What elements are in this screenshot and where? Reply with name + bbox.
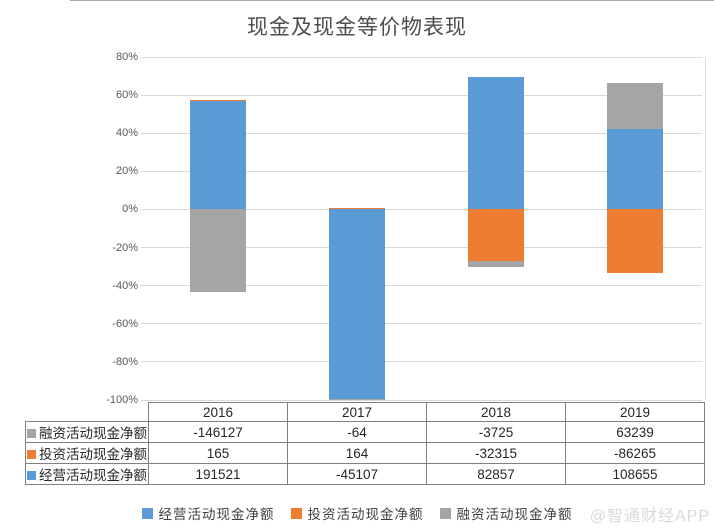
- bar-segment-operating-2017: [328, 209, 385, 400]
- table-year-header: 2016: [148, 402, 288, 422]
- bar-segment-investing-2017: [328, 208, 385, 210]
- y-tick-label: -60%: [112, 317, 138, 330]
- legend-item-operating: 经营活动现金净额: [141, 503, 275, 523]
- chart-title: 现金及现金等价物表现: [247, 16, 467, 39]
- bar-segment-operating-2019: [606, 129, 663, 210]
- table-value-cell: 164: [287, 442, 427, 464]
- gridline: [141, 132, 702, 134]
- bar-segment-financing-2016: [189, 209, 246, 292]
- gridline: [141, 208, 702, 210]
- legend-swatch-financing-icon: [439, 507, 451, 519]
- bar-segment-investing-2018: [467, 209, 524, 262]
- y-tick-label: 60%: [115, 89, 138, 102]
- gridline: [141, 247, 702, 249]
- table-row-label: 投资活动现金净额: [25, 442, 149, 464]
- y-tick-label: -100%: [106, 394, 138, 406]
- legend: 经营活动现金净额 投资活动现金净额 融资活动现金净额: [0, 503, 714, 523]
- bar-segment-financing-2017: [328, 399, 385, 401]
- gridline: [141, 285, 702, 287]
- table-row-label: 融资活动现金净额: [25, 421, 149, 443]
- y-tick-label: -40%: [112, 279, 138, 292]
- data-table: 2016 2017 2018 2019 融资活动现金净额 -146127 -64 -3725 6…: [25, 402, 705, 485]
- table-value-cell: -3725: [426, 421, 566, 443]
- y-tick-label: -80%: [112, 355, 138, 368]
- y-tick-label: 80%: [115, 51, 138, 63]
- top-border-line: [70, 0, 714, 1]
- table-year-header: 2019: [565, 402, 705, 422]
- bar-segment-operating-2016: [189, 101, 246, 210]
- bar-segment-investing-2019: [606, 209, 663, 274]
- row-swatch-financing-icon: [27, 428, 36, 438]
- table-row: 投资活动现金净额 165 164 -32315 -86265: [25, 442, 705, 464]
- gridline: [141, 56, 702, 58]
- table-row: 融资活动现金净额 -146127 -64 -3725 63239: [25, 421, 705, 443]
- bar-segment-financing-2019: [606, 82, 663, 130]
- table-header-row: 2016 2017 2018 2019: [26, 402, 705, 422]
- bar-segment-operating-2018: [467, 76, 524, 210]
- y-tick-label: -20%: [112, 241, 138, 254]
- gridline: [141, 399, 702, 401]
- legend-item-financing: 融资活动现金净额: [439, 503, 573, 523]
- gridline: [141, 94, 702, 96]
- table-value-cell: 63239: [565, 421, 705, 443]
- table-year-header: 2017: [287, 402, 427, 422]
- y-tick-label: 0%: [122, 203, 138, 216]
- table-row: 经营活动现金净额 191521 -45107 82857 108655: [25, 463, 705, 485]
- plot-right-edge-line: [705, 57, 706, 400]
- legend-label-investing: 投资活动现金净额: [307, 507, 424, 522]
- y-tick-label: 20%: [115, 165, 138, 178]
- table-value-cell: -32315: [426, 442, 566, 464]
- gridline: [141, 361, 702, 363]
- y-tick-label: 40%: [115, 127, 138, 140]
- watermark: @智通财经APP: [589, 508, 710, 525]
- row-swatch-operating-icon: [27, 470, 36, 480]
- table-value-cell: 191521: [148, 463, 288, 485]
- bar-segment-financing-2018: [467, 261, 524, 268]
- gridline: [141, 170, 702, 172]
- row-swatch-investing-icon: [27, 449, 36, 459]
- legend-label-financing: 融资活动现金净额: [456, 507, 573, 522]
- legend-swatch-investing-icon: [290, 507, 302, 519]
- legend-swatch-operating-icon: [141, 507, 153, 519]
- table-blank-cell: [26, 403, 149, 422]
- table-year-header: 2018: [426, 402, 566, 422]
- table-value-cell: -146127: [148, 421, 288, 443]
- table-value-cell: 82857: [426, 463, 566, 485]
- bar-segment-investing-2016: [189, 100, 246, 102]
- table-value-cell: -86265: [565, 442, 705, 464]
- table-value-cell: 108655: [565, 463, 705, 485]
- table-value-cell: -64: [287, 421, 427, 443]
- table-value-cell: 165: [148, 442, 288, 464]
- legend-item-investing: 投资活动现金净额: [290, 503, 424, 523]
- legend-label-operating: 经营活动现金净额: [158, 507, 275, 522]
- gridline: [141, 323, 702, 325]
- table-row-label: 经营活动现金净额: [25, 463, 149, 485]
- table-value-cell: -45107: [287, 463, 427, 485]
